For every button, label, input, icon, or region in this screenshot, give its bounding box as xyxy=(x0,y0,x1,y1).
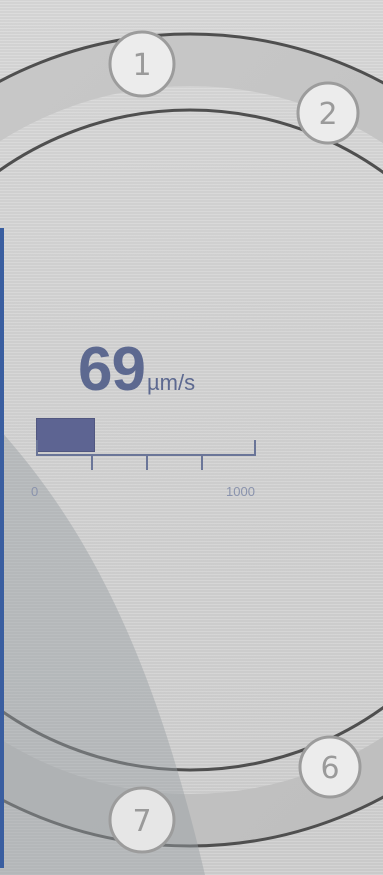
position-marker-1[interactable]: 1 xyxy=(108,30,176,98)
speed-gauge-tick xyxy=(91,454,93,470)
speed-gauge-max-label: 1000 xyxy=(226,484,255,499)
speed-readout: 69µm/s xyxy=(78,334,195,405)
position-marker-2[interactable]: 2 xyxy=(296,81,360,145)
dial-ring-outer-edge xyxy=(0,32,383,848)
speed-gauge-tick xyxy=(36,440,38,456)
speed-indicator: 69µm/s 0 1000 xyxy=(31,330,294,510)
position-marker-7[interactable]: 7 xyxy=(108,786,176,854)
svg-text:6: 6 xyxy=(320,751,339,786)
speed-gauge[interactable]: 0 1000 xyxy=(31,416,258,506)
dial-ring xyxy=(0,34,383,846)
speed-unit: µm/s xyxy=(146,370,196,395)
position-marker-6[interactable]: 6 xyxy=(298,735,362,799)
speed-gauge-tick xyxy=(254,440,256,456)
side-panel-edge xyxy=(0,228,4,868)
speed-gauge-fill xyxy=(36,418,95,452)
svg-text:2: 2 xyxy=(318,97,337,132)
speed-gauge-tick xyxy=(146,454,148,470)
speed-gauge-tick xyxy=(201,454,203,470)
illumination-shadow xyxy=(0,430,205,875)
speed-value: 69 xyxy=(78,335,146,404)
svg-text:7: 7 xyxy=(132,804,151,839)
speed-gauge-min-label: 0 xyxy=(31,484,39,499)
dial-ring-inner-edge xyxy=(0,108,383,772)
svg-text:1: 1 xyxy=(132,48,151,83)
